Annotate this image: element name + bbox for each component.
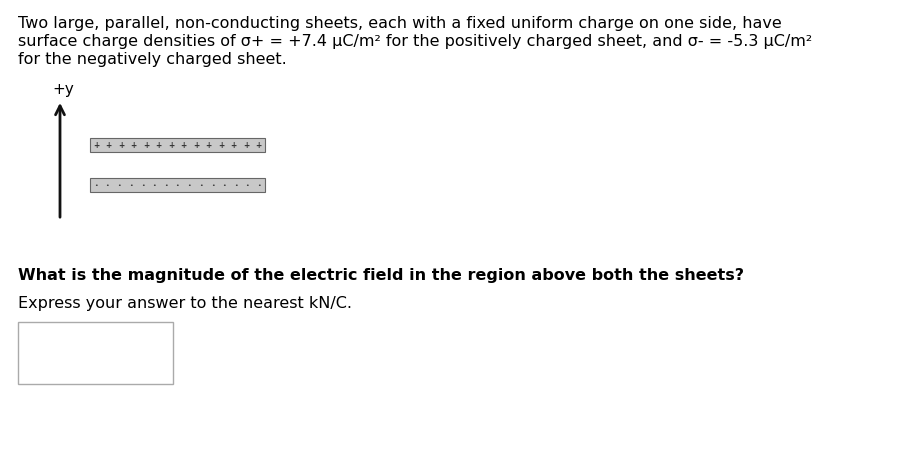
Text: +: + [218, 141, 224, 150]
Text: •: • [210, 183, 214, 187]
Text: +: + [231, 141, 237, 150]
Text: Two large, parallel, non-conducting sheets, each with a fixed uniform charge on : Two large, parallel, non-conducting shee… [18, 16, 782, 31]
Text: •: • [199, 183, 203, 187]
Bar [18, 322, 173, 384]
Text: What is the magnitude of the electric field in the region above both the sheets?: What is the magnitude of the electric fi… [18, 268, 744, 283]
Text: •: • [140, 183, 144, 187]
Text: •: • [94, 183, 98, 187]
Text: +y: +y [52, 82, 74, 97]
Bar [90, 178, 265, 192]
Text: +: + [105, 141, 112, 150]
Text: +: + [156, 141, 162, 150]
Text: for the negatively charged sheet.: for the negatively charged sheet. [18, 52, 287, 67]
Text: +: + [243, 141, 249, 150]
Text: +: + [143, 141, 150, 150]
Bar [90, 138, 265, 152]
Text: surface charge densities of σ+ = +7.4 μC/m² for the positively charged sheet, an: surface charge densities of σ+ = +7.4 μC… [18, 34, 812, 49]
Text: +: + [206, 141, 212, 150]
Text: +: + [181, 141, 186, 150]
Text: +: + [193, 141, 199, 150]
Text: •: • [222, 183, 226, 187]
Text: •: • [152, 183, 156, 187]
Text: +: + [168, 141, 174, 150]
Text: +: + [118, 141, 125, 150]
Text: •: • [129, 183, 133, 187]
Text: •: • [164, 183, 168, 187]
Text: •: • [234, 183, 238, 187]
Text: •: • [246, 183, 249, 187]
Text: •: • [187, 183, 191, 187]
Text: •: • [258, 183, 261, 187]
Text: •: • [175, 183, 179, 187]
Text: +: + [131, 141, 137, 150]
Text: Express your answer to the nearest kN/C.: Express your answer to the nearest kN/C. [18, 296, 352, 311]
Text: •: • [105, 183, 109, 187]
Text: +: + [256, 141, 262, 150]
Text: +: + [93, 141, 100, 150]
Text: •: • [117, 183, 121, 187]
